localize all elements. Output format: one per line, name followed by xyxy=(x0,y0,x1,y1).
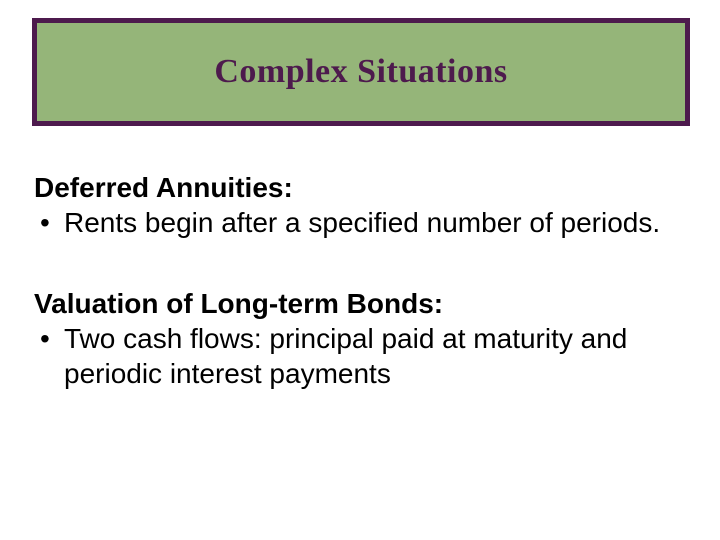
section2-bullet-text: Two cash flows: principal paid at maturi… xyxy=(64,321,684,391)
bullet-icon: • xyxy=(34,205,64,240)
section2-heading: Valuation of Long-term Bonds: xyxy=(34,286,684,321)
bullet-icon: • xyxy=(34,321,64,356)
section-valuation-bonds: Valuation of Long-term Bonds: • Two cash… xyxy=(34,286,684,391)
slide-title: Complex Situations xyxy=(214,53,507,91)
section1-bullet: • Rents begin after a specified number o… xyxy=(34,205,684,240)
section1-heading: Deferred Annuities: xyxy=(34,170,684,205)
section-deferred-annuities: Deferred Annuities: • Rents begin after … xyxy=(34,170,684,240)
title-box: Complex Situations xyxy=(32,18,690,126)
section1-bullet-text: Rents begin after a specified number of … xyxy=(64,205,684,240)
section2-bullet: • Two cash flows: principal paid at matu… xyxy=(34,321,684,391)
content-area: Deferred Annuities: • Rents begin after … xyxy=(34,170,684,391)
